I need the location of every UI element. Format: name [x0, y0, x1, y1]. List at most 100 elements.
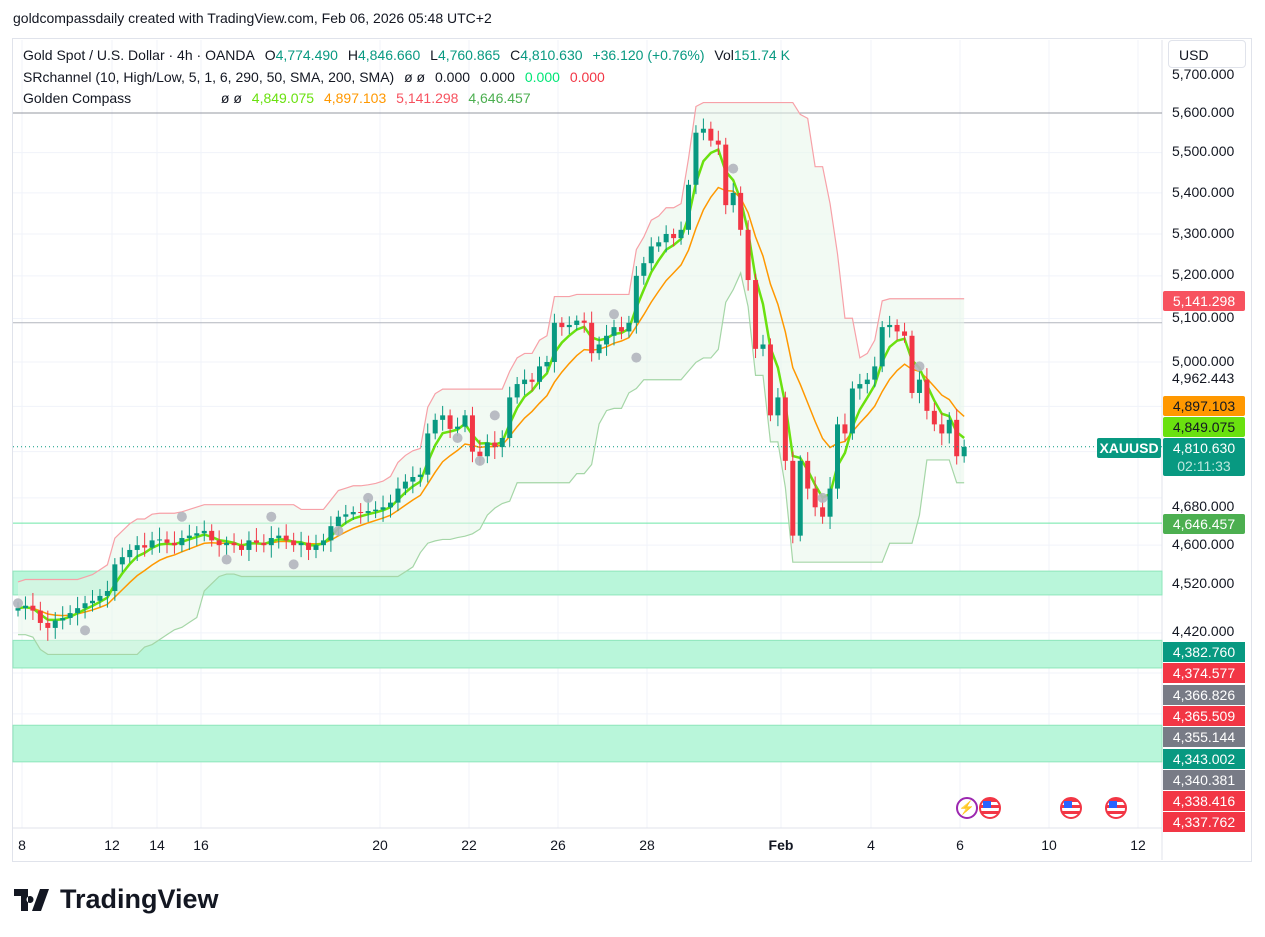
symbol-tag: XAUUSD	[1097, 438, 1161, 458]
candle-body	[767, 344, 773, 416]
time-tick-label: 6	[956, 837, 964, 853]
candle-body	[924, 379, 930, 411]
candle-body	[604, 335, 610, 345]
candle-body	[544, 361, 550, 367]
candle-body	[954, 419, 960, 457]
candle-body	[75, 608, 81, 614]
legend-srchannel-row[interactable]: SRchannel (10, High/Low, 5, 1, 6, 290, 5…	[23, 67, 796, 89]
price-tick-label: 4,962.443	[1172, 370, 1235, 386]
candle-body	[782, 397, 788, 461]
candle-body	[872, 366, 878, 380]
price-tick-label: 5,700.000	[1172, 66, 1235, 82]
pivot-marker	[474, 455, 485, 466]
time-tick-label: 4	[867, 837, 875, 853]
flag-canton	[1064, 801, 1072, 808]
legend-symbol-row: Gold Spot / U.S. Dollar · 4h · OANDA O4,…	[23, 47, 790, 63]
candle-body	[961, 446, 967, 457]
candle-body	[678, 229, 684, 239]
candle-body	[335, 516, 341, 527]
sr-value: 0.000	[569, 68, 605, 85]
current-price-tag	[1163, 438, 1245, 476]
indicator-price-tag: 4,849.075	[1163, 417, 1245, 437]
candle-body	[835, 424, 840, 489]
pivot-marker	[631, 352, 642, 363]
pivot-marker	[13, 598, 23, 609]
candle-body	[425, 433, 431, 475]
candle-body	[820, 507, 826, 517]
pivot-marker	[363, 492, 374, 503]
support-zone	[12, 724, 1163, 763]
candle-body	[417, 474, 423, 477]
candle-body	[760, 344, 766, 349]
candle-body	[574, 320, 580, 325]
candle-body	[268, 538, 274, 546]
candle-body	[589, 322, 595, 354]
candle-body	[60, 618, 66, 621]
candle-body	[633, 275, 639, 323]
legend-golden-compass-row[interactable]: Golden Compass ø ø 4,849.075 4,897.103 5…	[23, 88, 796, 110]
candle-body	[559, 322, 565, 328]
candle-body	[902, 331, 908, 336]
candle-body	[827, 488, 833, 517]
candle-body	[97, 595, 103, 601]
candle-body	[201, 530, 207, 534]
price-tick-label: 4,420.000	[1172, 623, 1235, 639]
us-flag-icon[interactable]	[1060, 797, 1082, 819]
candle-body	[700, 128, 706, 133]
candle-body	[566, 324, 572, 328]
candle-body	[112, 564, 118, 592]
srchannel-title[interactable]: SRchannel (10, High/Low, 5, 1, 6, 290, 5…	[23, 68, 395, 85]
sr-level-tag: 4,366.826	[1163, 684, 1245, 705]
candle-body	[157, 539, 163, 541]
indicator-price-tag: 4,646.457	[1163, 514, 1245, 534]
candle-body	[887, 324, 893, 328]
sr-level-tag: 4,343.002	[1163, 748, 1245, 769]
candle-body	[320, 540, 326, 546]
candle-body	[730, 192, 736, 206]
tradingview-logo[interactable]: TradingView	[14, 884, 219, 915]
price-tick-label: 4,520.000	[1172, 575, 1235, 591]
symbol-title[interactable]: Gold Spot / U.S. Dollar · 4h · OANDA	[23, 47, 255, 63]
candle-body	[440, 415, 446, 420]
candle-body	[134, 545, 140, 550]
us-flag-icon[interactable]	[1105, 797, 1127, 819]
pivot-marker	[728, 163, 739, 174]
na-icon: ø ø	[220, 90, 242, 106]
candle-body	[537, 366, 542, 382]
pivot-marker	[80, 625, 91, 636]
candle-body	[663, 233, 669, 243]
time-tick-label: 12	[1130, 837, 1146, 853]
pivot-marker	[452, 432, 463, 443]
candle-body	[15, 608, 21, 611]
candle-body	[745, 229, 751, 281]
candle-body	[239, 545, 244, 550]
candle-body	[37, 610, 43, 623]
candle-body	[306, 542, 312, 550]
na-icon: ø ø	[404, 68, 426, 85]
candle-body	[522, 379, 528, 385]
change-value: +36.120 (+0.76%)	[592, 47, 705, 63]
candle-body	[686, 184, 691, 230]
candle-body	[849, 388, 855, 434]
candle-body	[328, 526, 334, 541]
candle-body	[350, 511, 356, 515]
indicator-price-tag: 4,897.103	[1163, 396, 1245, 416]
time-tick-label: 8	[18, 837, 26, 853]
currency-button[interactable]: USD	[1168, 40, 1246, 68]
candle-body	[857, 384, 863, 389]
candle-body	[618, 327, 624, 332]
candle-body	[45, 622, 51, 628]
us-flag-icon[interactable]	[979, 797, 1001, 819]
candle-body	[343, 514, 349, 517]
lightning-icon[interactable]: ⚡	[956, 797, 978, 819]
golden-compass-title[interactable]: Golden Compass	[23, 90, 132, 106]
candle-body	[462, 415, 468, 427]
time-tick-label: 14	[149, 837, 165, 853]
candle-body	[648, 246, 654, 264]
sr-level-tag: 4,355.144	[1163, 727, 1245, 748]
lower-band-line	[18, 271, 965, 656]
support-zone	[12, 639, 1163, 669]
candle-body	[775, 397, 781, 416]
candle-body	[67, 613, 73, 619]
